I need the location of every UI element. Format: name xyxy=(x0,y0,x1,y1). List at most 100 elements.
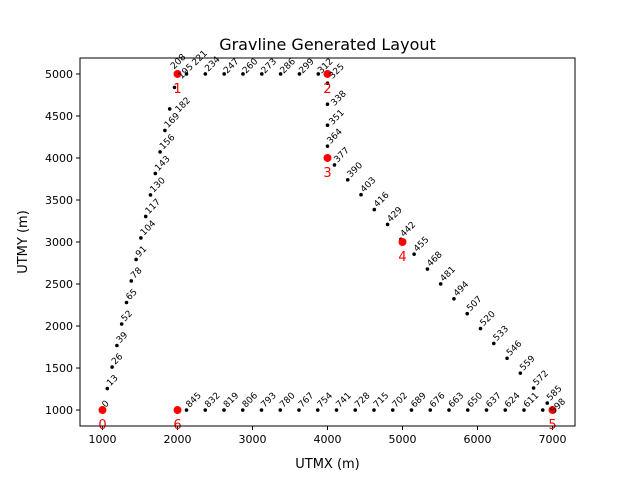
waypoint-label: 2 xyxy=(323,82,331,97)
node-point xyxy=(518,371,523,375)
node-point xyxy=(143,214,148,219)
node-point xyxy=(115,343,119,348)
node-label: 52 xyxy=(120,309,135,324)
node-point xyxy=(124,300,129,305)
waypoint-point xyxy=(323,153,332,162)
x-axis-label: UTMX (m) xyxy=(295,457,360,472)
node-label: 832 xyxy=(203,391,222,410)
y-tick-label: 2000 xyxy=(45,320,73,333)
node-label: 689 xyxy=(410,391,429,410)
node-label: 390 xyxy=(346,161,365,180)
node-point xyxy=(316,72,321,76)
node-label: 676 xyxy=(428,391,447,410)
node-point xyxy=(240,408,245,412)
node-point xyxy=(139,236,143,240)
node-label: 819 xyxy=(222,391,241,410)
node-point xyxy=(425,267,430,271)
node-label: 611 xyxy=(522,391,541,410)
node-point xyxy=(447,408,451,412)
node-label: 78 xyxy=(129,266,144,281)
y-tick-label: 3500 xyxy=(45,194,73,207)
y-tick-label: 4500 xyxy=(45,110,73,123)
waypoint-label: 3 xyxy=(323,166,331,181)
node-label: 442 xyxy=(399,220,418,239)
node-label: 741 xyxy=(335,391,354,410)
node-point xyxy=(222,72,226,76)
plot-frame xyxy=(79,57,576,427)
node-point xyxy=(332,163,337,167)
node-point xyxy=(134,257,138,262)
node-label: 572 xyxy=(532,369,551,388)
node-point xyxy=(334,408,339,412)
node-point xyxy=(505,356,509,361)
node-point xyxy=(184,72,189,76)
node-label: 91 xyxy=(134,244,149,259)
node-label: 247 xyxy=(222,57,241,76)
node-point xyxy=(353,408,358,412)
y-tick-label: 3000 xyxy=(45,236,73,249)
node-label: 624 xyxy=(503,391,522,410)
node-point xyxy=(278,408,283,412)
node-point xyxy=(372,207,377,212)
node-point xyxy=(503,408,508,412)
node-label: 754 xyxy=(316,391,335,410)
node-point xyxy=(522,408,526,412)
node-label: 767 xyxy=(297,391,316,410)
node-label: 715 xyxy=(372,391,391,410)
node-point xyxy=(491,341,496,346)
node-point xyxy=(297,408,301,412)
node-label: 507 xyxy=(465,295,484,314)
chart-title: Gravline Generated Layout xyxy=(219,35,436,54)
node-point xyxy=(465,408,470,412)
node-label: 793 xyxy=(260,391,279,410)
node-point xyxy=(241,72,245,76)
node-label: 663 xyxy=(447,391,466,410)
node-point xyxy=(184,408,189,412)
node-label: 377 xyxy=(333,146,352,165)
node-point xyxy=(545,401,550,405)
node-point xyxy=(438,282,443,286)
node-label: 728 xyxy=(353,391,372,410)
node-point xyxy=(297,72,302,76)
x-tick-label: 1000 xyxy=(89,433,117,446)
node-point xyxy=(428,408,433,412)
node-label: 182 xyxy=(174,96,193,115)
node-label: 299 xyxy=(298,57,317,76)
node-point xyxy=(325,81,330,86)
node-point xyxy=(325,123,330,128)
node-point xyxy=(452,296,456,301)
node-label: 780 xyxy=(278,391,297,410)
node-label: 494 xyxy=(452,280,471,299)
x-tick-label: 6000 xyxy=(464,433,492,446)
node-label: 559 xyxy=(518,354,537,373)
node-label: 65 xyxy=(125,287,140,302)
node-label: 273 xyxy=(260,57,279,76)
node-label: 468 xyxy=(425,250,444,269)
y-tick-label: 5000 xyxy=(45,68,73,81)
node-label: 143 xyxy=(153,154,172,173)
node-label: 260 xyxy=(241,57,260,76)
node-point xyxy=(385,222,390,227)
node-label: 286 xyxy=(279,57,298,76)
x-tick-label: 3000 xyxy=(239,433,267,446)
waypoint-point xyxy=(173,69,182,78)
node-label: 156 xyxy=(158,133,177,152)
waypoint-point xyxy=(173,406,182,415)
node-point xyxy=(203,72,208,76)
node-label: 702 xyxy=(391,391,410,410)
node-point xyxy=(531,386,536,390)
node-point xyxy=(478,326,483,331)
node-label: 351 xyxy=(328,108,347,127)
node-label: 533 xyxy=(492,324,511,343)
node-label: 806 xyxy=(241,391,260,410)
node-label: 520 xyxy=(479,309,498,328)
node-point xyxy=(359,192,363,197)
node-point xyxy=(409,408,414,412)
node-label: 637 xyxy=(485,391,504,410)
node-label: 429 xyxy=(386,205,405,224)
node-point xyxy=(119,322,124,326)
node-label: 481 xyxy=(439,265,458,284)
waypoint-label: 4 xyxy=(398,250,406,265)
node-label: 845 xyxy=(185,391,204,410)
